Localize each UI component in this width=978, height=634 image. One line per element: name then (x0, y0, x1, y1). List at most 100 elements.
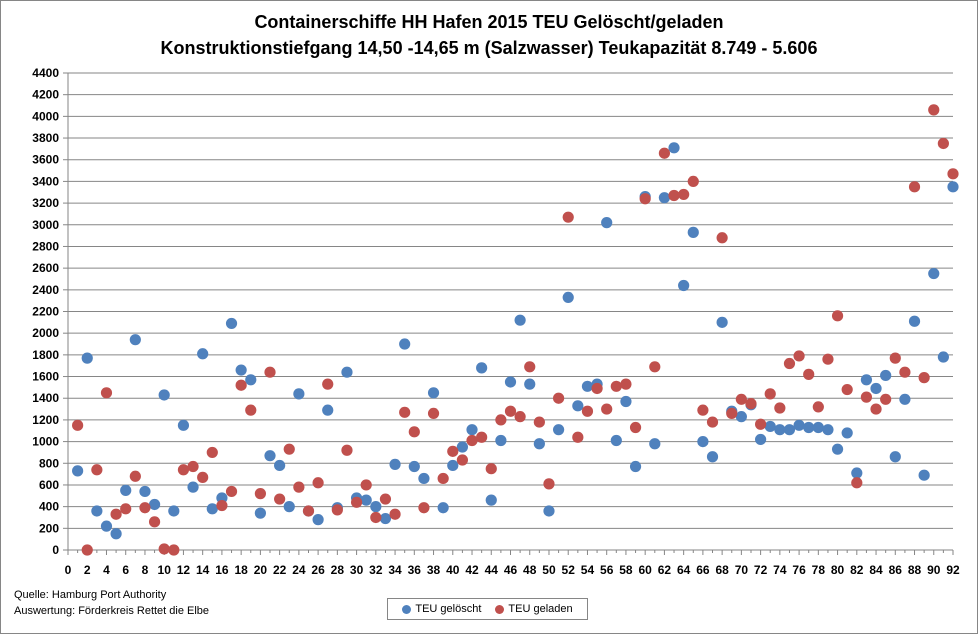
point-teu-geloescht (466, 424, 478, 436)
point-teu-geladen (110, 508, 122, 520)
point-teu-geloescht (831, 443, 844, 455)
x-tick-label: 24 (292, 563, 306, 577)
point-teu-geloescht (870, 382, 882, 395)
point-teu-geladen (764, 388, 776, 400)
point-teu-geladen (639, 193, 651, 205)
point-teu-geladen (81, 544, 93, 556)
point-teu-geloescht (177, 419, 190, 431)
point-teu-geladen (389, 508, 401, 520)
gridlines (68, 72, 953, 529)
point-teu-geladen (177, 464, 190, 476)
point-teu-geladen (937, 137, 949, 150)
x-tick-label: 52 (562, 563, 576, 577)
point-teu-geloescht (408, 460, 420, 473)
point-teu-geladen (716, 232, 728, 244)
analysis-note: Auswertung: Förderkreis Rettet die Elbe (14, 605, 210, 617)
point-teu-geladen (254, 488, 266, 500)
point-teu-geloescht (168, 505, 180, 517)
point-teu-geladen (889, 352, 901, 364)
point-teu-geladen (928, 104, 940, 116)
x-tick-label: 16 (215, 563, 229, 577)
point-teu-geladen (533, 416, 545, 428)
x-tick-label: 26 (311, 563, 325, 577)
point-teu-geloescht (860, 374, 873, 386)
point-teu-geloescht (533, 438, 545, 450)
point-teu-geladen (283, 443, 295, 455)
point-teu-geloescht (918, 469, 930, 481)
point-teu-geloescht (880, 369, 892, 382)
x-tick-label: 68 (715, 563, 729, 577)
point-teu-geloescht (937, 351, 949, 363)
point-teu-geladen (793, 350, 805, 362)
point-teu-geloescht (91, 505, 103, 517)
point-teu-geloescht (235, 364, 247, 376)
point-teu-geloescht (81, 352, 93, 364)
point-teu-geladen (274, 493, 286, 505)
y-tick-label: 2800 (32, 239, 59, 253)
x-tick-label: 6 (122, 563, 129, 577)
axes (63, 72, 954, 555)
data-points (72, 104, 959, 556)
point-teu-geladen (610, 380, 622, 392)
point-teu-geloescht (620, 395, 632, 408)
point-teu-geloescht (264, 450, 276, 462)
point-teu-geladen (918, 372, 930, 384)
y-tick-label: 2600 (32, 261, 59, 275)
point-teu-geloescht (668, 142, 680, 154)
x-tick-label: 30 (350, 563, 364, 577)
x-tick-label: 10 (158, 563, 172, 577)
y-tick-label: 3200 (32, 196, 59, 210)
point-teu-geloescht (706, 451, 719, 463)
point-teu-geladen (601, 403, 613, 415)
point-teu-geloescht (552, 424, 565, 436)
point-teu-geloescht (379, 512, 392, 525)
point-teu-geloescht (322, 404, 334, 416)
point-teu-geladen (418, 502, 430, 514)
point-teu-geloescht (716, 316, 728, 328)
point-teu-geloescht (274, 459, 286, 472)
x-tick-label: 88 (908, 563, 922, 577)
x-tick-label: 66 (696, 563, 710, 577)
point-teu-geladen (341, 444, 353, 456)
point-teu-geloescht (139, 485, 151, 498)
legend: TEU gelöscht TEU geladen (387, 598, 588, 620)
point-teu-geloescht (293, 388, 305, 400)
y-tick-label: 1000 (32, 435, 59, 449)
point-teu-geladen (350, 496, 363, 508)
point-teu-geloescht (629, 460, 642, 473)
x-tick-label: 82 (850, 563, 864, 577)
point-teu-geladen (235, 379, 247, 391)
x-tick-label: 28 (331, 563, 345, 577)
x-tick-label: 58 (619, 563, 633, 577)
x-tick-label: 50 (542, 563, 556, 577)
legend-item-geloescht: TEU gelöscht (402, 603, 481, 615)
point-teu-geladen (745, 398, 757, 410)
point-teu-geloescht (504, 376, 517, 388)
point-teu-geladen (552, 392, 565, 404)
x-tick-label: 64 (677, 563, 691, 577)
y-tick-label: 600 (39, 478, 59, 492)
x-tick-label: 56 (600, 563, 614, 577)
point-teu-geladen (427, 407, 440, 420)
x-tick-label: 90 (927, 563, 941, 577)
point-teu-geladen (370, 511, 382, 524)
point-teu-geladen (543, 478, 555, 490)
point-teu-geloescht (678, 279, 690, 292)
point-teu-geladen (591, 382, 603, 395)
point-teu-geloescht (341, 366, 353, 378)
y-tick-labels: 0 200 400 600 800 1000 1200 1400 1600 1800 2000 220… (32, 66, 59, 557)
point-teu-geladen (678, 188, 690, 201)
x-tick-label: 92 (946, 563, 960, 577)
x-tick-label: 22 (273, 563, 287, 577)
point-teu-geloescht (851, 467, 863, 479)
y-tick-label: 3600 (32, 153, 59, 167)
x-tick-label: 14 (196, 563, 210, 577)
point-teu-geladen (408, 426, 420, 438)
point-teu-geladen (947, 168, 959, 180)
x-tick-label: 72 (754, 563, 768, 577)
point-teu-geloescht (389, 458, 401, 470)
x-tick-label: 86 (889, 563, 903, 577)
point-teu-geloescht (148, 498, 161, 511)
point-teu-geladen (158, 543, 170, 555)
point-teu-geladen (649, 361, 661, 373)
